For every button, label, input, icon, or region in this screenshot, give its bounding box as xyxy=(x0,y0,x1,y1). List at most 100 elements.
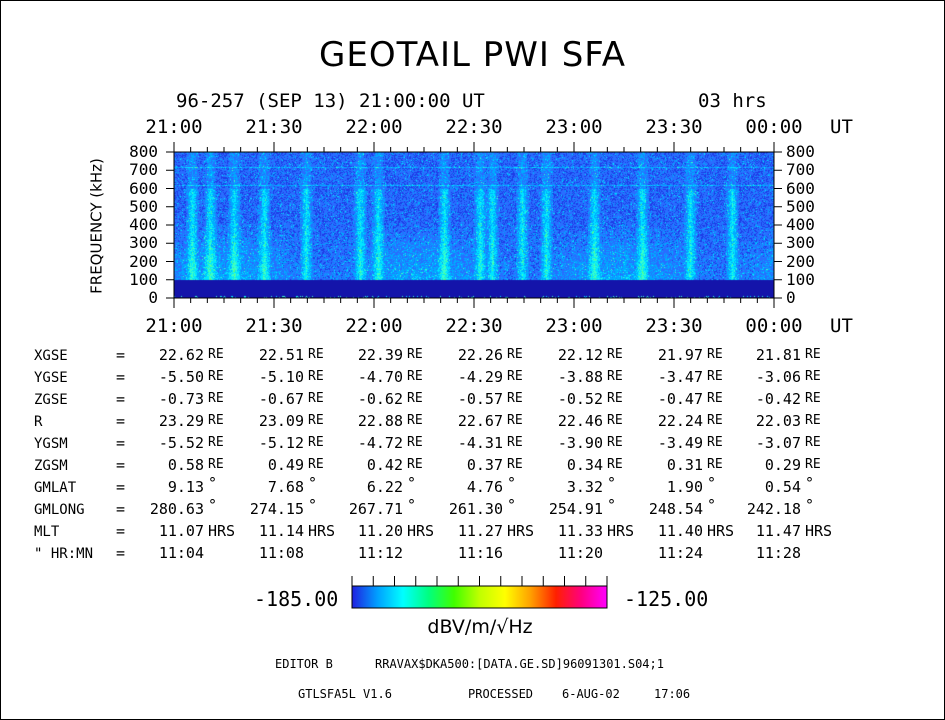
ephemeris-value: -0.73 xyxy=(158,390,204,408)
ephemeris-value: 274.15 xyxy=(249,500,304,518)
ephemeris-value: 21.81 xyxy=(755,346,801,364)
ephemeris-unit: RE xyxy=(607,457,623,472)
ephemeris-value: 280.63 xyxy=(149,500,204,518)
ephemeris-row-label: YGSM xyxy=(34,436,68,452)
ephemeris-value: -4.70 xyxy=(357,368,403,386)
ephemeris-equals: = xyxy=(116,500,126,518)
ephemeris-row-label: ZGSM xyxy=(34,458,68,474)
ephemeris-equals: = xyxy=(116,390,126,408)
bottom-x-tick-label: 21:00 xyxy=(145,315,203,337)
ephemeris-unit: RE xyxy=(407,391,423,406)
ephemeris-row-label: ZGSE xyxy=(34,392,68,408)
footer-processed-date: 6-AUG-02 xyxy=(562,687,620,701)
ephemeris-unit: RE xyxy=(607,369,623,384)
ephemeris-value: 254.91 xyxy=(548,500,603,518)
ephemeris-value: 23.09 xyxy=(258,412,304,430)
ephemeris-value: 11:20 xyxy=(557,544,603,562)
ephemeris-value: -3.07 xyxy=(755,434,801,452)
ephemeris-value: 267.71 xyxy=(348,500,403,518)
ephemeris-unit: RE xyxy=(707,347,723,362)
ephemeris-equals: = xyxy=(116,412,126,430)
ephemeris-row-label: YGSE xyxy=(34,370,68,386)
ephemeris-value: 11.33 xyxy=(557,522,603,540)
ephemeris-value: 0.29 xyxy=(764,456,801,474)
ephemeris-value: 248.54 xyxy=(648,500,703,518)
footer-processed-label: PROCESSED xyxy=(468,687,534,701)
ephemeris-value: 11:24 xyxy=(657,544,703,562)
ephemeris-value: -0.62 xyxy=(357,390,403,408)
ephemeris-value: 11.20 xyxy=(357,522,403,540)
ephemeris-unit: RE xyxy=(707,413,723,428)
ephemeris-value: 11.27 xyxy=(457,522,503,540)
ephemeris-row-label: GMLAT xyxy=(34,480,77,496)
ephemeris-value: 22.62 xyxy=(158,346,204,364)
ephemeris-unit: ° xyxy=(507,474,517,492)
ephemeris-value: 11:12 xyxy=(357,544,403,562)
ephemeris-value: 11.07 xyxy=(158,522,204,540)
bottom-x-tick-label: 23:00 xyxy=(545,315,603,337)
ephemeris-unit: ° xyxy=(407,496,417,514)
ephemeris-value: 242.18 xyxy=(746,500,801,518)
ephemeris-value: -5.50 xyxy=(158,368,204,386)
ephemeris-value: 21.97 xyxy=(657,346,703,364)
ephemeris-unit: RE xyxy=(507,457,523,472)
ephemeris-value: 11.14 xyxy=(258,522,304,540)
chart-title: GEOTAIL PWI SFA xyxy=(319,35,626,75)
ephemeris-unit: RE xyxy=(208,413,224,428)
ephemeris-unit: RE xyxy=(208,457,224,472)
bottom-x-tick-label: 00:00 xyxy=(745,315,803,337)
colorbar xyxy=(351,585,608,609)
ephemeris-unit: RE xyxy=(707,369,723,384)
ephemeris-value: 6.22 xyxy=(366,478,403,496)
left-y-tick-label: 400 xyxy=(129,215,158,234)
top-x-tick-label: 21:30 xyxy=(245,116,303,138)
ephemeris-equals: = xyxy=(116,478,126,496)
ephemeris-value: -3.90 xyxy=(557,434,603,452)
ephemeris-unit: RE xyxy=(805,369,821,384)
ephemeris-value: 0.42 xyxy=(366,456,403,474)
ephemeris-value: -5.10 xyxy=(258,368,304,386)
ephemeris-row-label: MLT xyxy=(34,524,60,540)
bottom-x-unit-label: UT xyxy=(830,315,853,337)
ephemeris-unit: RE xyxy=(208,369,224,384)
left-y-tick-label: 800 xyxy=(129,142,158,161)
ephemeris-value: 11.40 xyxy=(657,522,703,540)
ephemeris-value: 22.39 xyxy=(357,346,403,364)
ephemeris-equals: = xyxy=(116,434,126,452)
ephemeris-unit: HRS xyxy=(507,522,535,540)
ephemeris-value: -4.72 xyxy=(357,434,403,452)
ephemeris-value: 23.29 xyxy=(158,412,204,430)
ephemeris-equals: = xyxy=(116,346,126,364)
ephemeris-unit: RE xyxy=(707,457,723,472)
ephemeris-unit: ° xyxy=(805,474,815,492)
ephemeris-unit: RE xyxy=(805,347,821,362)
ephemeris-value: 22.88 xyxy=(357,412,403,430)
ephemeris-unit: HRS xyxy=(208,522,236,540)
right-y-tick-label: 200 xyxy=(786,251,815,271)
ephemeris-value: 7.68 xyxy=(267,478,304,496)
ephemeris-value: 22.51 xyxy=(258,346,304,364)
ephemeris-equals: = xyxy=(116,456,126,474)
ephemeris-row-label: XGSE xyxy=(34,348,68,364)
ephemeris-unit: RE xyxy=(407,435,423,450)
ephemeris-equals: = xyxy=(116,522,126,540)
ephemeris-unit: ° xyxy=(607,474,617,492)
ephemeris-value: 22.03 xyxy=(755,412,801,430)
ephemeris-value: 0.31 xyxy=(666,456,703,474)
ephemeris-value: 0.58 xyxy=(167,456,204,474)
ephemeris-unit: RE xyxy=(805,413,821,428)
ephemeris-value: 0.49 xyxy=(267,456,304,474)
left-y-tick-label: 0 xyxy=(148,288,158,307)
ephemeris-unit: HRS xyxy=(607,522,635,540)
ephemeris-value: 0.34 xyxy=(566,456,603,474)
ephemeris-value: 11:08 xyxy=(258,544,304,562)
ephemeris-unit: ° xyxy=(407,474,417,492)
top-x-unit-label: UT xyxy=(830,116,853,138)
bottom-x-tick-label: 21:30 xyxy=(245,315,303,337)
ephemeris-unit: RE xyxy=(507,413,523,428)
duration-label: 03 hrs xyxy=(698,90,767,112)
right-y-tick-label: 500 xyxy=(786,196,815,216)
ephemeris-unit: RE xyxy=(607,347,623,362)
